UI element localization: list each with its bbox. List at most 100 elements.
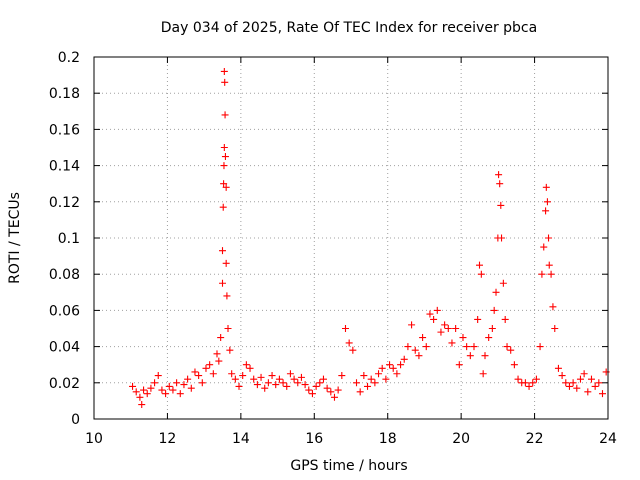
y-tick-label: 0.16	[49, 122, 80, 138]
data-point	[242, 361, 250, 369]
data-point	[419, 334, 427, 342]
data-point	[154, 372, 162, 380]
data-point	[264, 379, 272, 387]
y-tick-label: 0.1	[58, 231, 80, 247]
data-point	[441, 321, 449, 329]
data-point	[151, 379, 159, 387]
x-tick-label: 14	[232, 431, 250, 447]
data-point	[510, 361, 518, 369]
data-point	[345, 339, 353, 347]
data-point	[444, 325, 452, 332]
data-point	[221, 111, 229, 119]
data-point	[308, 390, 316, 398]
data-point	[488, 325, 496, 332]
data-point	[341, 325, 349, 332]
y-tick-label: 0.18	[49, 86, 80, 102]
data-point	[400, 355, 408, 363]
data-point	[297, 373, 305, 381]
data-point	[334, 386, 342, 394]
data-point	[584, 388, 592, 396]
data-point	[485, 334, 493, 342]
data-point	[219, 279, 226, 287]
data-point	[173, 379, 181, 387]
data-point	[547, 270, 555, 278]
data-point	[591, 382, 599, 390]
data-point	[275, 375, 283, 383]
data-point	[490, 306, 498, 314]
data-point	[470, 343, 478, 351]
data-point	[543, 198, 551, 206]
data-point	[169, 386, 177, 394]
data-point	[217, 334, 225, 342]
data-point	[219, 247, 226, 255]
y-tick-label: 0.14	[49, 159, 80, 175]
data-point	[239, 372, 247, 380]
data-point	[330, 393, 338, 401]
data-point	[213, 350, 221, 358]
data-point	[474, 315, 482, 323]
data-point	[316, 379, 324, 387]
data-point	[349, 346, 357, 354]
data-point	[162, 390, 170, 398]
data-point	[492, 288, 500, 296]
data-point	[545, 234, 553, 242]
data-point	[220, 144, 228, 151]
data-point	[301, 381, 309, 389]
data-point	[221, 78, 229, 86]
data-point	[496, 180, 504, 188]
data-point	[499, 279, 507, 287]
data-point	[220, 180, 228, 188]
data-point	[477, 270, 485, 278]
x-tick-label: 10	[85, 431, 103, 447]
data-point	[466, 352, 474, 360]
data-point	[360, 372, 368, 380]
data-points	[129, 67, 610, 409]
data-point	[327, 388, 335, 396]
data-point	[430, 315, 438, 323]
data-point	[272, 381, 280, 389]
data-point	[235, 382, 243, 390]
data-point	[495, 171, 503, 179]
data-point	[231, 375, 239, 383]
data-point	[455, 361, 463, 369]
chart-title: Day 034 of 2025, Rate Of TEC Index for r…	[161, 20, 537, 36]
data-point	[226, 346, 234, 354]
data-point	[283, 382, 291, 390]
y-axis-label: ROTI / TECUs	[7, 192, 23, 284]
data-point	[532, 375, 540, 383]
data-point	[356, 388, 364, 396]
data-point	[476, 261, 483, 269]
data-point	[294, 379, 302, 387]
data-point	[158, 386, 166, 394]
data-point	[367, 375, 375, 383]
data-point	[286, 370, 294, 378]
data-point	[602, 368, 610, 376]
grid-lines	[94, 57, 608, 419]
data-point	[220, 162, 228, 170]
data-point	[573, 384, 581, 392]
data-point	[184, 375, 192, 383]
data-point	[514, 375, 522, 383]
x-tick-labels: 10 12 14 16 18 20 22 24	[85, 431, 617, 447]
data-point	[437, 328, 445, 336]
data-point	[565, 382, 573, 390]
data-point	[257, 373, 265, 381]
data-point	[595, 379, 603, 387]
data-point	[540, 243, 548, 251]
data-point	[481, 352, 489, 360]
data-point	[221, 153, 229, 161]
data-point	[371, 379, 379, 387]
data-point	[545, 261, 553, 269]
data-point	[253, 381, 261, 389]
data-point	[138, 401, 146, 409]
data-point	[587, 375, 595, 383]
plot-frame	[93, 56, 609, 420]
data-point	[503, 343, 511, 351]
x-tick-label: 24	[599, 431, 617, 447]
data-point	[542, 183, 550, 191]
data-point	[215, 357, 223, 365]
data-point	[393, 370, 401, 378]
data-point	[404, 343, 412, 351]
data-point	[542, 207, 550, 215]
